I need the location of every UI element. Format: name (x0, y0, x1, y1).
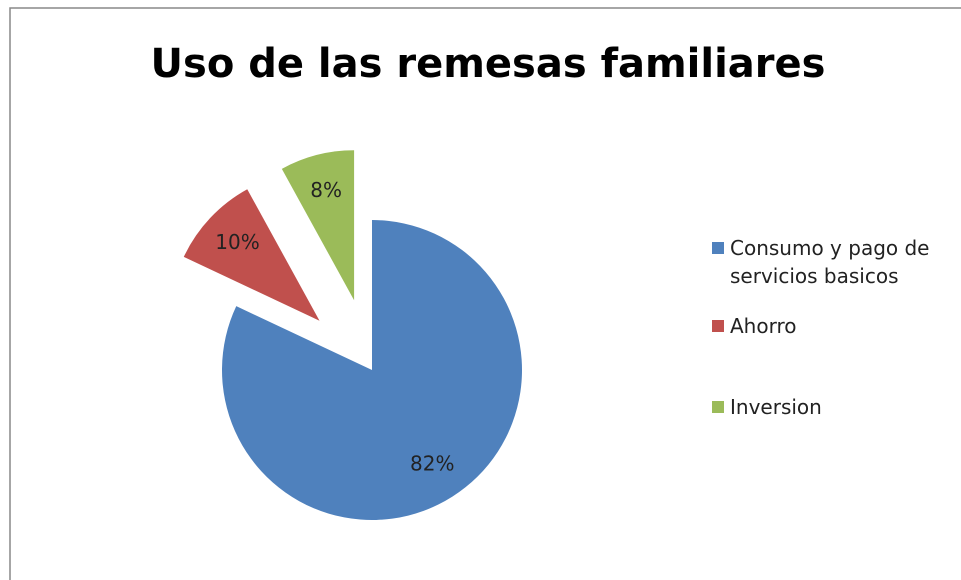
data-label: 82% (410, 451, 454, 475)
legend-item: Consumo y pago de servicios basicos (712, 234, 960, 290)
chart-title: Uso de las remesas familiares (151, 41, 826, 87)
legend-swatch (712, 401, 724, 413)
legend-item: Ahorro (712, 312, 960, 340)
legend-swatch (712, 242, 724, 254)
legend-label: Inversion (730, 395, 822, 419)
pie-slice (281, 150, 355, 301)
legend-label: Ahorro (730, 314, 797, 338)
data-label: 8% (310, 178, 342, 202)
legend-swatch (712, 320, 724, 332)
legend-label: Consumo y pago de servicios basicos (730, 236, 930, 288)
pie-slice (183, 189, 320, 321)
legend-item: Inversion (712, 393, 960, 421)
data-label: 10% (215, 230, 259, 254)
pie-slice (221, 220, 522, 520)
